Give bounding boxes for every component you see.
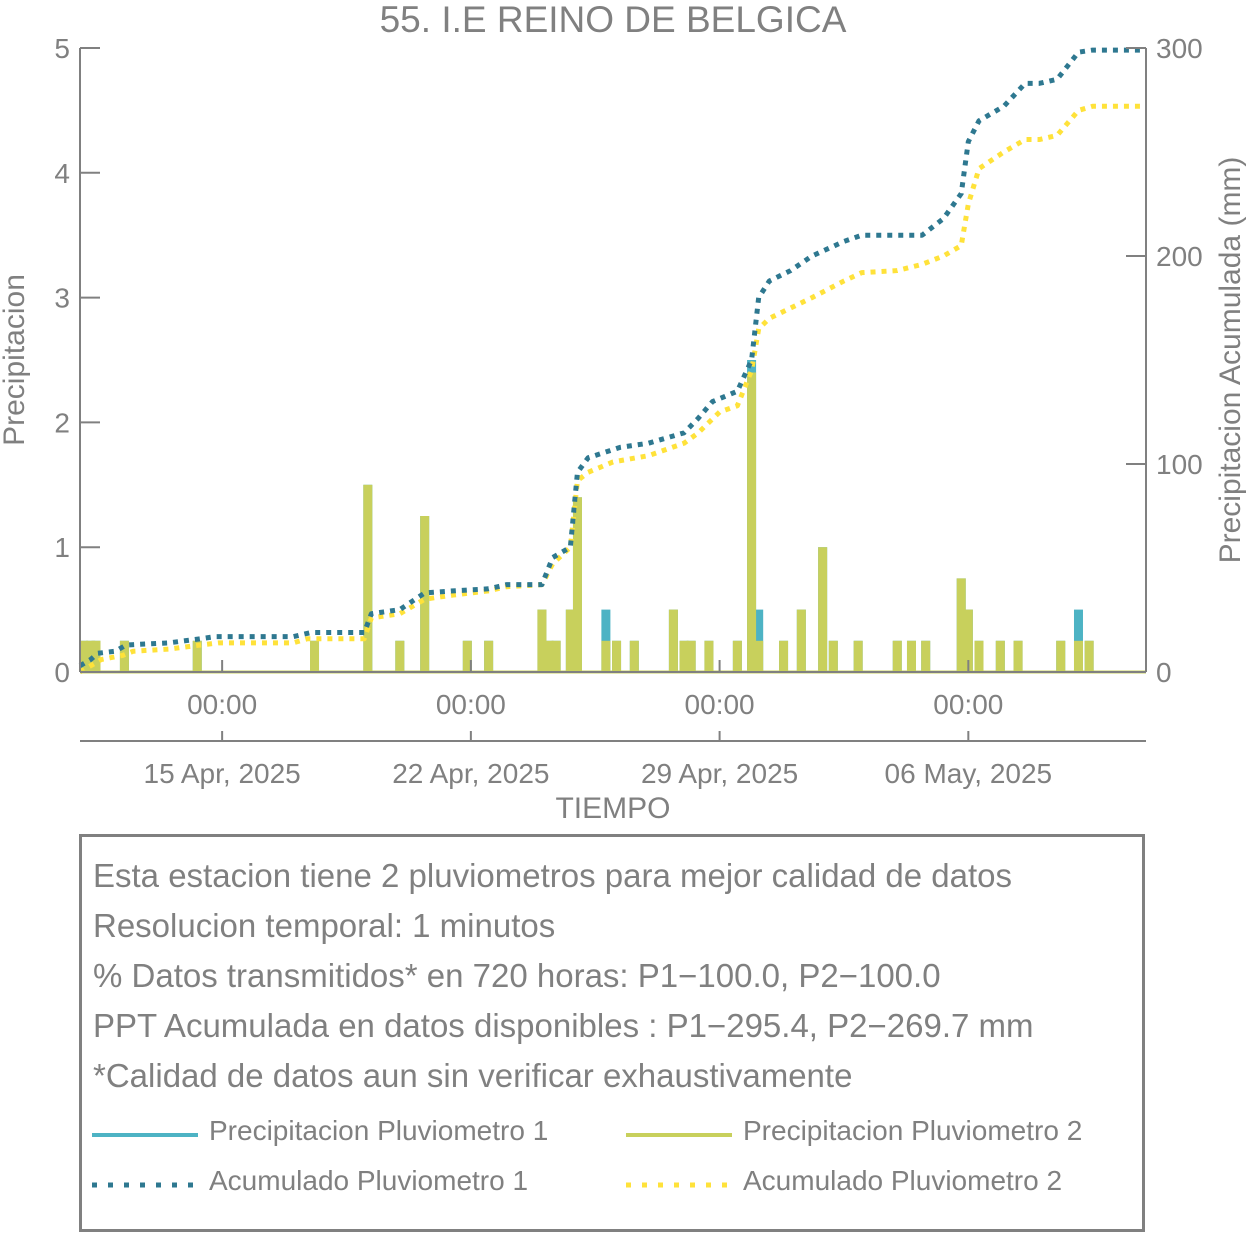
bar-precip-p2-38 (1013, 640, 1023, 672)
legend-swatch-precip-p1 (92, 1133, 198, 1137)
y-left-tick-label-3: 3 (54, 283, 70, 314)
bar-precip-p2-24 (747, 372, 757, 672)
x-axis-label: TIEMPO (555, 792, 670, 825)
bar-precip-p2-11 (537, 609, 547, 672)
y-axis-left-label: Precipitacion (0, 274, 31, 446)
line-accum-p1 (78, 47, 1146, 668)
x-date-tick-label-3: 06 May, 2025 (885, 758, 1053, 789)
info-box: Esta estacion tiene 2 pluviometros para … (79, 834, 1145, 1232)
legend-swatch-accum-p1 (92, 1182, 198, 1188)
info-line-resolution: Resolucion temporal: 1 minutos (93, 907, 556, 944)
x-time-tick-label-3: 00:00 (933, 689, 1003, 720)
legend-swatch-accum-p2 (626, 1182, 732, 1188)
bar-precip-p2-36 (974, 640, 984, 672)
info-line-transmitted: % Datos transmitidos* en 720 horas: P1−1… (93, 957, 941, 994)
bar-precip-p2-20 (679, 640, 689, 672)
x-time-tick-label-2: 00:00 (685, 689, 755, 720)
bar-precip-p2-17 (612, 640, 622, 672)
x-date-tick-label-1: 22 Apr, 2025 (392, 758, 549, 789)
legend-label-accum-p2: Acumulado Pluviometro 2 (743, 1165, 1063, 1196)
bar-precip-p2-25 (754, 640, 764, 672)
bar-precip-p2-2 (91, 640, 101, 672)
bar-precip-p2-26 (779, 640, 789, 672)
bar-precip-p2-4 (192, 640, 202, 672)
legend-label-precip-p1: Precipitacion Pluviometro 1 (209, 1115, 549, 1146)
y-left-tick-label-4: 4 (54, 158, 70, 189)
x-time-tick-label-0: 00:00 (187, 689, 257, 720)
y-left-tick-label-5: 5 (54, 33, 70, 64)
bar-precip-p2-5 (310, 640, 320, 672)
bar-precip-p2-29 (828, 640, 838, 672)
bar-precip-p2-35 (963, 609, 973, 672)
y-right-tick-label-100: 100 (1156, 449, 1203, 480)
x-date-tick-label-0: 15 Apr, 2025 (144, 758, 301, 789)
bar-precip-p2-13 (551, 640, 561, 672)
bar-precip-p2-12 (544, 640, 554, 672)
bar-precip-p2-21 (686, 640, 696, 672)
bar-precip-p2-14 (565, 609, 575, 672)
bar-precip-p2-16 (601, 640, 611, 672)
y-axis-right-label: Precipitacion Acumulada (mm) (1214, 157, 1247, 564)
bar-precip-p2-31 (892, 640, 902, 672)
y-right-tick-label-0: 0 (1156, 657, 1172, 688)
bar-precip-p2-0 (79, 640, 89, 672)
bar-precip-p2-39 (1056, 640, 1066, 672)
y-left-tick-label-0: 0 (54, 657, 70, 688)
bar-precip-p2-40 (1073, 640, 1083, 672)
bar-precip-p2-15 (572, 497, 582, 672)
line-accum-p2 (78, 103, 1146, 675)
chart-title: 55. I.E REINO DE BELGICA (380, 0, 847, 40)
bar-precip-p2-37 (995, 640, 1005, 672)
bar-precip-p2-9 (462, 640, 472, 672)
bar-precip-p2-27 (796, 609, 806, 672)
legend-label-precip-p2: Precipitacion Pluviometro 2 (743, 1115, 1083, 1146)
y-left-tick-label-2: 2 (54, 407, 70, 438)
info-line-quality-note: *Calidad de datos aun sin verificar exha… (93, 1057, 853, 1094)
y-right-tick-label-200: 200 (1156, 241, 1203, 272)
bar-precip-p2-23 (732, 640, 742, 672)
bar-precip-p2-10 (484, 640, 494, 672)
bar-precip-p2-28 (818, 547, 828, 672)
bar-precip-p2-18 (629, 640, 639, 672)
bar-precip-p2-22 (704, 640, 714, 672)
bar-precip-p2-30 (853, 640, 863, 672)
x-time-tick-label-1: 00:00 (436, 689, 506, 720)
y-left-tick-label-1: 1 (54, 532, 70, 563)
legend-label-accum-p1: Acumulado Pluviometro 1 (209, 1165, 529, 1196)
info-line-accumulated: PPT Acumulada en datos disponibles : P1−… (93, 1007, 1034, 1044)
bar-precip-p2-8 (420, 516, 430, 672)
bar-precip-p2-41 (1084, 640, 1094, 672)
bar-precip-p2-6 (363, 484, 373, 672)
y-right-tick-label-300: 300 (1156, 33, 1203, 64)
axes-layer: 0 1 2 3 4 5 0 100 200 300 00:00 00:00 00:00 00:00 15 A… (54, 33, 1202, 789)
bar-precip-p2-33 (921, 640, 931, 672)
info-line-stations: Esta estacion tiene 2 pluviometros para … (93, 857, 1013, 894)
bar-precip-p2-19 (668, 609, 678, 672)
bar-precip-p2-32 (906, 640, 916, 672)
legend-swatch-precip-p2 (626, 1133, 732, 1137)
bar-precip-p2-7 (395, 640, 405, 672)
x-date-tick-label-2: 29 Apr, 2025 (641, 758, 798, 789)
plot-layer (78, 47, 1146, 675)
chart-area: 55. I.E REINO DE BELGICA 0 1 2 3 4 5 0 100 200 30… (0, 0, 1247, 825)
bar-precip-p2-34 (956, 578, 966, 672)
